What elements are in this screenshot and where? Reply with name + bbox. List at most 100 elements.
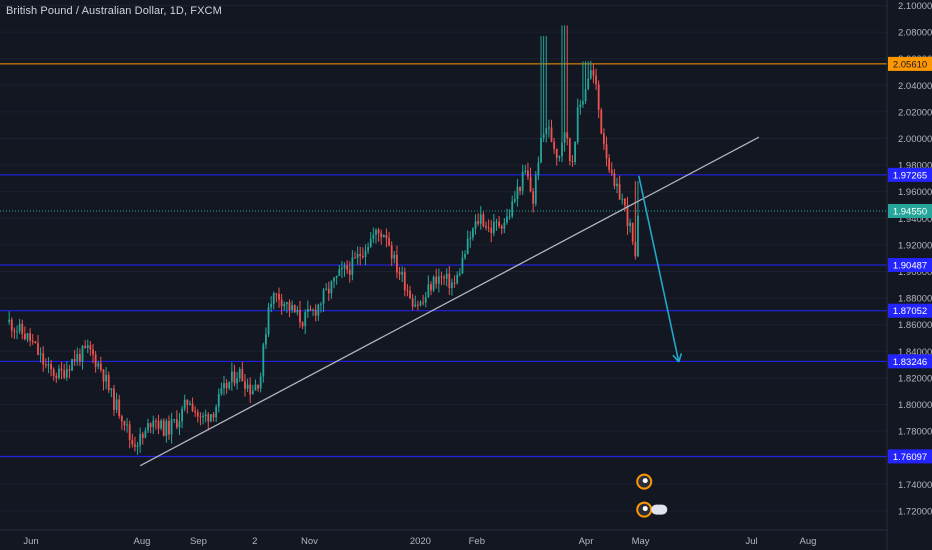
- candle-up: [521, 172, 524, 192]
- price-tick-label: 1.98000: [898, 161, 932, 172]
- time-axis[interactable]: Jun Aug Sep 2 Nov 2020 Feb Apr May Jul Aug: [23, 536, 816, 547]
- candle-up: [217, 394, 220, 407]
- candle-down: [550, 127, 553, 142]
- candle-up: [424, 297, 427, 303]
- candle-up: [561, 142, 563, 157]
- candle-up: [202, 416, 204, 418]
- candle-down: [361, 255, 364, 258]
- candle-up: [472, 228, 474, 238]
- candle-up: [306, 309, 309, 313]
- candle-up: [461, 257, 464, 274]
- candle-down: [68, 369, 71, 371]
- candle-up: [393, 254, 396, 259]
- candle-up: [524, 170, 527, 173]
- candle-up: [545, 128, 548, 134]
- candle-up: [382, 235, 385, 238]
- arrow-head: [678, 353, 683, 363]
- candle-up: [58, 368, 60, 379]
- candle-up: [152, 420, 155, 427]
- horizontal-levels: [0, 63, 887, 457]
- candle-down: [199, 416, 202, 418]
- candle-up: [8, 319, 11, 323]
- candle-up: [47, 364, 50, 366]
- time-tick-label: Aug: [134, 536, 151, 547]
- candle-up: [466, 238, 469, 255]
- candle-up: [401, 272, 404, 275]
- drawings: [139, 136, 760, 467]
- candle-up: [451, 282, 453, 288]
- candle-up: [343, 265, 346, 269]
- candle-down: [102, 369, 105, 382]
- candle-down: [212, 414, 215, 418]
- event-badges: [636, 473, 668, 518]
- candle-down: [301, 322, 304, 327]
- candle-up: [223, 383, 225, 389]
- candle-up: [341, 268, 343, 270]
- price-tick-label: 1.92000: [898, 240, 932, 251]
- candle-up: [516, 186, 519, 199]
- candle-down: [608, 158, 611, 171]
- candle-down: [191, 403, 194, 411]
- candle-down: [348, 269, 351, 275]
- candle-up: [251, 390, 254, 395]
- price-tick-label: 1.72000: [898, 506, 932, 517]
- candle-up: [265, 334, 267, 345]
- candle-down: [44, 364, 47, 366]
- candle-up: [304, 312, 307, 327]
- candle-down: [403, 272, 406, 291]
- candle-down: [354, 257, 356, 259]
- price-tag: [888, 449, 932, 464]
- candle-down: [490, 227, 493, 234]
- candle-up: [338, 269, 341, 276]
- candle-up: [330, 281, 333, 294]
- candle-up: [367, 247, 370, 251]
- candle-up: [364, 250, 367, 258]
- candle-up: [105, 374, 108, 382]
- candle-down: [29, 333, 32, 341]
- candle-down: [168, 420, 170, 435]
- candle-down: [52, 369, 55, 377]
- candle-down: [443, 277, 445, 279]
- candle-down: [293, 305, 296, 313]
- candle-up: [369, 238, 372, 248]
- candle-up: [71, 359, 73, 371]
- candle-down: [241, 369, 244, 382]
- candle-down: [120, 416, 123, 422]
- candle-down: [37, 343, 39, 355]
- projection-arrow[interactable]: [637, 175, 680, 363]
- candle-down: [416, 304, 419, 306]
- candle-down: [55, 376, 58, 379]
- candle-down: [390, 245, 393, 259]
- price-tick-label: 2.04000: [898, 81, 932, 92]
- candle-up: [285, 302, 288, 304]
- price-tick-label: 1.90000: [898, 267, 932, 278]
- candle-up: [267, 307, 270, 335]
- price-tag: [888, 258, 932, 273]
- candle-up: [254, 384, 257, 391]
- candle-down: [553, 141, 556, 149]
- candle-up: [259, 376, 262, 389]
- candle-down: [359, 253, 362, 256]
- candle-up: [144, 430, 147, 438]
- candle-down: [634, 241, 637, 257]
- candle-up: [584, 89, 587, 102]
- candle-down: [249, 384, 252, 395]
- candle-down: [196, 412, 199, 417]
- price-tick-label: 2.00000: [898, 134, 932, 145]
- candle-up: [26, 333, 29, 340]
- candle-down: [13, 330, 16, 332]
- time-tick-label: Apr: [579, 536, 594, 547]
- candle-up: [296, 309, 299, 313]
- candle-down: [92, 349, 94, 355]
- candle-down: [118, 399, 121, 417]
- candle-down: [396, 254, 398, 273]
- candle-down: [288, 302, 291, 311]
- trend-line[interactable]: [139, 136, 760, 467]
- candle-up: [547, 127, 550, 129]
- chart-title: British Pound / Australian Dollar, 1D, F…: [6, 5, 222, 17]
- candle-down: [380, 233, 383, 238]
- candle-down: [60, 368, 63, 371]
- candle-down: [631, 222, 634, 242]
